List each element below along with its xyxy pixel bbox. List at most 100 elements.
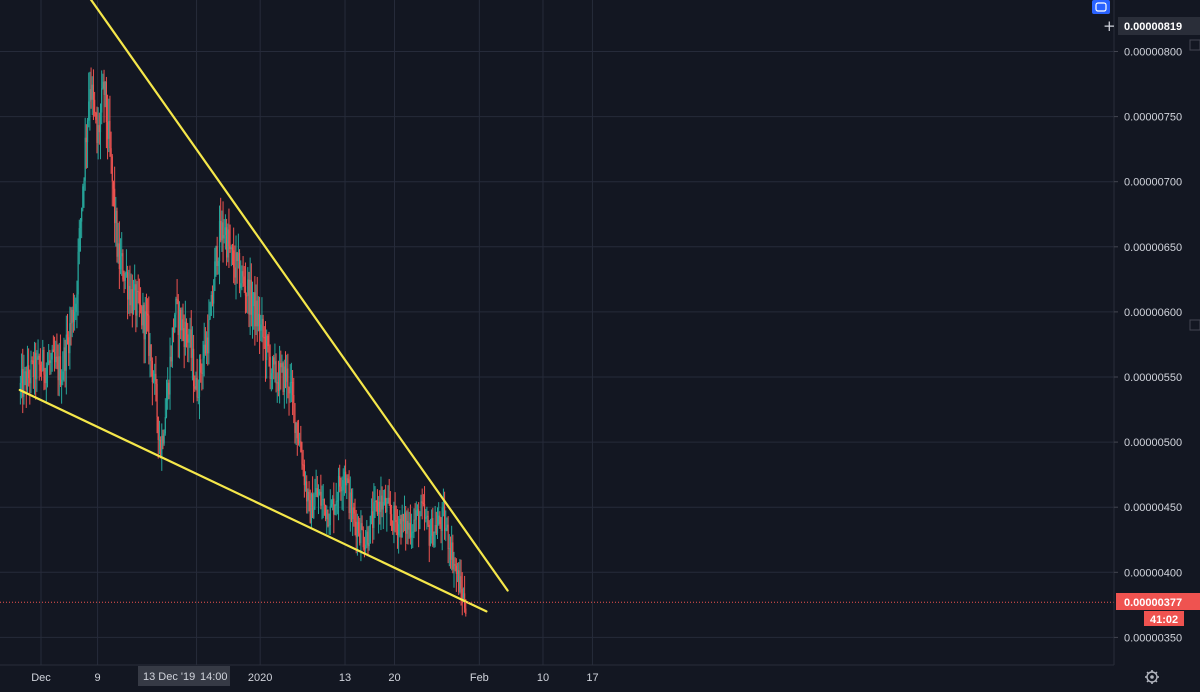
candle-body (225, 227, 228, 258)
candle-body (117, 243, 119, 257)
candle-body (142, 304, 144, 326)
candle-body (115, 210, 117, 224)
candle-body (56, 356, 58, 358)
candle-body (420, 501, 422, 516)
candle-body (99, 112, 102, 133)
candle-body (236, 252, 238, 262)
candle-body (400, 518, 402, 538)
candle-body (205, 337, 208, 354)
candle-body (221, 222, 223, 241)
candle-body (432, 518, 434, 546)
candle-body (415, 510, 417, 520)
candle-body (167, 382, 169, 401)
candle-body (35, 352, 37, 380)
candle-body (163, 433, 165, 444)
candle-body (261, 318, 263, 325)
candle-body (165, 400, 168, 418)
candle-body (307, 491, 309, 502)
plus-icon[interactable]: + (1103, 17, 1116, 35)
candle-body (401, 514, 403, 538)
right-toolbar-icon[interactable] (1189, 39, 1200, 51)
candle-body (33, 352, 36, 378)
candle-body (169, 356, 171, 395)
candle-body (460, 576, 462, 589)
candle-body (436, 524, 439, 534)
candle-body (289, 382, 291, 394)
candle-body (264, 337, 267, 361)
candle-body (377, 501, 380, 515)
gear-icon[interactable] (1145, 670, 1159, 684)
candle-body (253, 292, 255, 307)
candle-body (458, 570, 460, 593)
candle-body (365, 544, 367, 550)
trendline-lower[interactable] (18, 388, 488, 613)
candle-body (85, 137, 87, 143)
candle-body (210, 295, 212, 316)
candle-body (434, 525, 436, 533)
candle-body (168, 382, 170, 395)
candle-body (106, 122, 109, 139)
candle-body (25, 371, 27, 390)
candle-body (330, 504, 333, 507)
candle-body (38, 355, 40, 365)
candle-body (220, 220, 222, 241)
candle-body (94, 99, 96, 113)
candle-body (139, 304, 142, 307)
candle-body (295, 422, 297, 433)
candle-body (68, 337, 70, 354)
candle-body (368, 542, 370, 547)
candle-body (231, 247, 234, 251)
trendlines[interactable] (18, 0, 509, 613)
candle-body (418, 509, 420, 530)
candle-body (282, 363, 284, 392)
auto-scale-icon[interactable] (1092, 0, 1110, 14)
candle-body (176, 298, 178, 300)
candle-body (202, 358, 204, 374)
trendline-upper[interactable] (83, 0, 509, 592)
candle-body (246, 295, 248, 297)
candle-body (425, 517, 427, 519)
price-tick-label: 0.00000800 (1124, 47, 1182, 59)
candle-body (275, 361, 277, 384)
candle-body (20, 369, 23, 383)
candle-body (347, 478, 349, 480)
candle-body (441, 507, 443, 531)
candle-body (366, 531, 368, 545)
candle-body (105, 81, 107, 123)
candle-body (44, 374, 46, 384)
candle-body (248, 279, 250, 315)
candle-body (119, 256, 122, 270)
candle-body (376, 501, 379, 515)
countdown-label: 41:02 (1150, 614, 1178, 626)
candle-body (64, 347, 66, 371)
candle-body (348, 479, 350, 514)
candle-body (31, 360, 33, 362)
candle-body (340, 486, 342, 492)
candle-body (274, 361, 276, 365)
candle-body (58, 356, 60, 381)
candle-body (213, 290, 215, 304)
candle-body (170, 356, 172, 362)
candle-body (428, 524, 430, 546)
candle-body (111, 156, 113, 182)
candle-body (335, 501, 337, 506)
candle-body (198, 359, 201, 397)
candle-body (137, 291, 139, 293)
candle-body (390, 514, 393, 521)
candle-body (40, 370, 43, 372)
candle-body (235, 252, 237, 278)
right-toolbar-icon[interactable] (1189, 319, 1200, 331)
candle-body (104, 81, 106, 96)
candle-body (82, 186, 84, 208)
candle-body (30, 360, 32, 384)
candle-body (187, 334, 189, 343)
candle-body (427, 515, 429, 525)
candle-body (374, 501, 376, 503)
candle-body (312, 494, 314, 518)
candle-body (86, 120, 89, 143)
candle-body (349, 492, 351, 514)
price-axis-ticks[interactable]: 0.00000350 0.00000400 0.00000450 0.00000500… (1114, 47, 1182, 645)
right-toolbar[interactable] (1189, 39, 1200, 331)
candle-body (158, 439, 161, 441)
